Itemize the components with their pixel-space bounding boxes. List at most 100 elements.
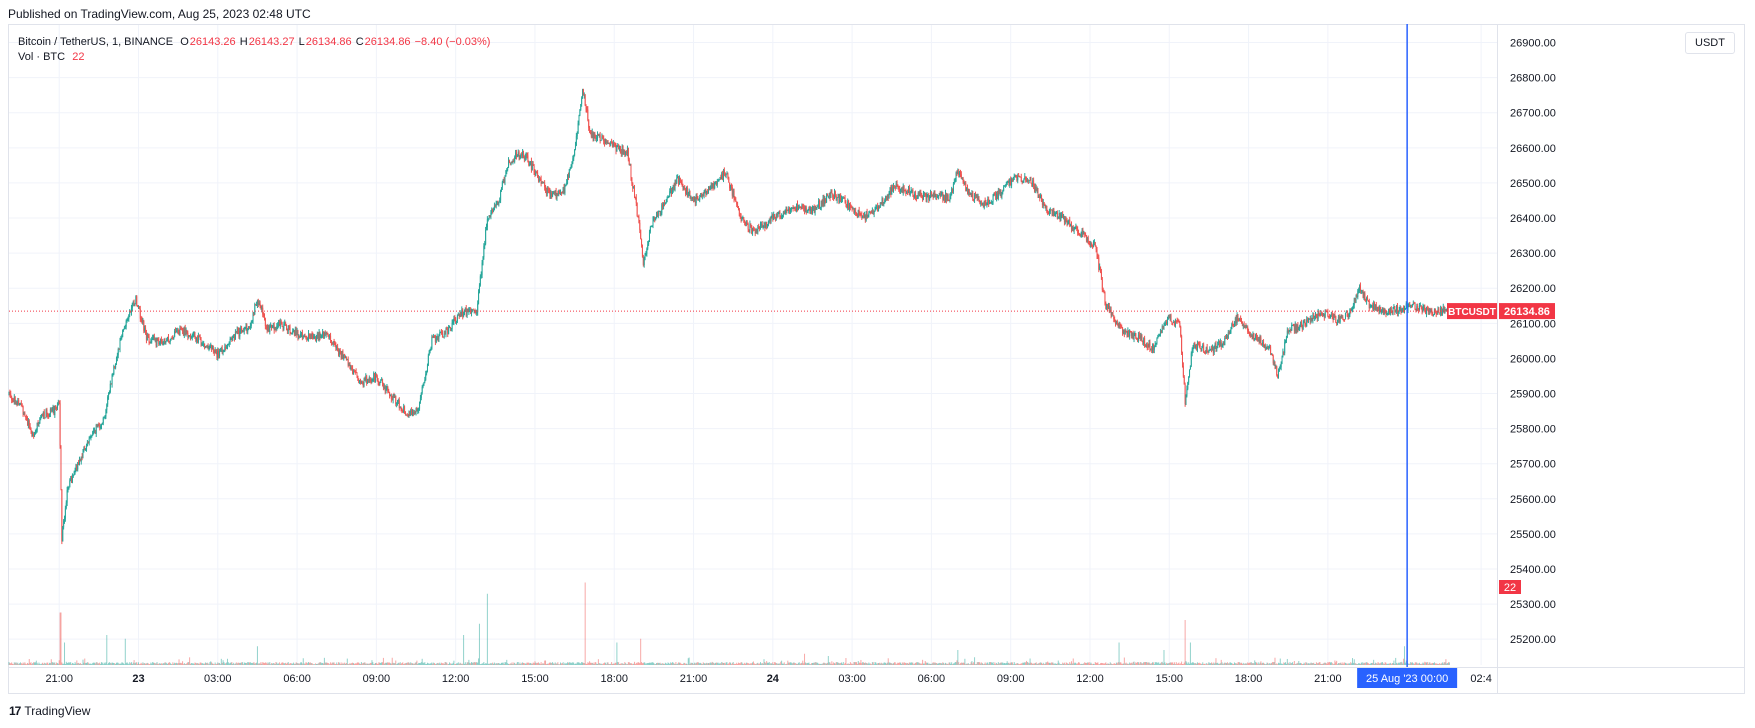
candle-body — [1215, 344, 1217, 349]
volume-bar — [392, 662, 394, 665]
volume-bar — [125, 663, 127, 665]
volume-bar — [597, 664, 599, 665]
volume-bar — [15, 662, 17, 665]
candle-body — [961, 177, 963, 179]
candle-body — [638, 216, 640, 223]
candle-body — [573, 155, 575, 159]
candle-body — [1098, 257, 1100, 270]
candle-body — [333, 341, 335, 343]
candle-body — [1075, 227, 1077, 229]
candle-body — [487, 218, 489, 220]
candle-body — [977, 196, 979, 199]
candle-body — [435, 337, 437, 343]
volume-bar — [1202, 662, 1204, 665]
candle-body — [969, 193, 971, 195]
volume-bar — [898, 662, 900, 665]
candle-body — [629, 164, 631, 166]
volume-bar — [290, 663, 292, 665]
candle-body — [708, 186, 710, 192]
candle-body — [348, 362, 350, 366]
candle-body — [1277, 375, 1279, 377]
volume-bar — [214, 662, 216, 665]
candle-body — [469, 309, 471, 311]
time-tick-label: 12:00 — [442, 673, 470, 685]
volume-bar — [964, 658, 966, 665]
candle-body — [1224, 338, 1226, 346]
volume-bar — [819, 663, 821, 665]
volume-bar — [499, 663, 501, 665]
candle-body — [1021, 181, 1023, 183]
candle-body — [1360, 290, 1362, 292]
candle-body — [580, 103, 582, 110]
volume-bar — [1222, 664, 1224, 665]
candle-body — [257, 300, 259, 305]
volume-bar — [885, 662, 887, 665]
volume-bar — [595, 662, 597, 665]
candle-body — [498, 202, 500, 205]
candle-body — [204, 343, 206, 348]
candle-body — [988, 198, 990, 204]
volume-bar — [162, 663, 164, 665]
volume-bar — [385, 662, 387, 665]
candle-body — [1294, 324, 1296, 331]
volume-bar — [1396, 663, 1398, 665]
candle-body — [675, 182, 677, 184]
volume-bar — [13, 662, 15, 665]
volume-bar — [958, 662, 960, 665]
candle-body — [1221, 344, 1223, 347]
candle-body — [1081, 230, 1083, 235]
volume-bar — [327, 663, 329, 665]
volume-bar — [909, 662, 911, 665]
volume-bar — [243, 662, 245, 665]
volume-bar — [709, 662, 711, 665]
volume-bar — [315, 663, 317, 665]
candle-body — [187, 332, 189, 337]
chart-frame[interactable] — [8, 24, 1745, 694]
volume-bar — [210, 661, 212, 665]
candle-body — [40, 417, 42, 419]
volume-bar — [704, 663, 706, 665]
volume-bar — [469, 662, 471, 665]
candle-body — [250, 322, 252, 326]
volume-bar — [615, 662, 617, 665]
volume-bar — [833, 662, 835, 665]
volume-bar — [1260, 661, 1262, 665]
candle-body — [310, 334, 312, 339]
candle-body — [455, 318, 457, 324]
volume-bar — [667, 662, 669, 665]
volume-bar — [312, 664, 314, 665]
volume-bar — [762, 663, 764, 665]
volume-bar — [230, 662, 232, 665]
candle-body — [1446, 309, 1448, 312]
candle-body — [423, 382, 425, 385]
volume-bar — [1035, 662, 1037, 665]
volume-bar — [585, 663, 587, 665]
volume-bar — [52, 662, 54, 665]
candle-body — [1369, 306, 1371, 309]
volume-bar — [1106, 663, 1108, 665]
volume-bar — [376, 663, 378, 665]
volume-bar — [1326, 663, 1328, 665]
candle-body — [1073, 228, 1075, 231]
candle-body — [1353, 298, 1355, 306]
volume-bar — [1093, 664, 1095, 665]
volume-bar — [753, 663, 755, 665]
candle-body — [696, 194, 698, 200]
volume-bar — [1306, 662, 1308, 665]
candle-body — [123, 329, 125, 331]
candle-body — [1172, 322, 1174, 324]
candle-body — [919, 192, 921, 194]
volume-bar — [78, 663, 80, 665]
volume-bar — [250, 662, 252, 665]
candle-body — [114, 366, 116, 368]
candle-body — [288, 325, 290, 327]
candle-body — [903, 186, 905, 191]
candle-body — [1118, 322, 1120, 327]
volume-bar — [1164, 662, 1166, 665]
volume-bar — [727, 664, 729, 665]
candle-body — [1206, 347, 1208, 351]
volume-bar — [530, 663, 532, 665]
volume-bar — [519, 662, 521, 665]
volume-bar — [1443, 662, 1445, 665]
